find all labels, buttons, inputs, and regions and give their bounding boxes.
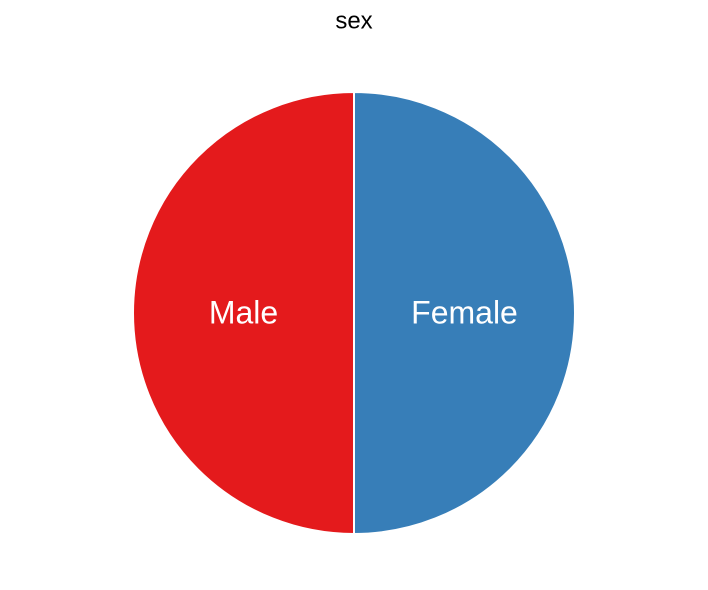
pie-slice bbox=[353, 90, 576, 536]
pie-slice bbox=[132, 90, 355, 536]
slice-label: Female bbox=[411, 294, 518, 330]
slice-label: Male bbox=[209, 294, 278, 330]
chart-title: sex bbox=[335, 7, 372, 34]
